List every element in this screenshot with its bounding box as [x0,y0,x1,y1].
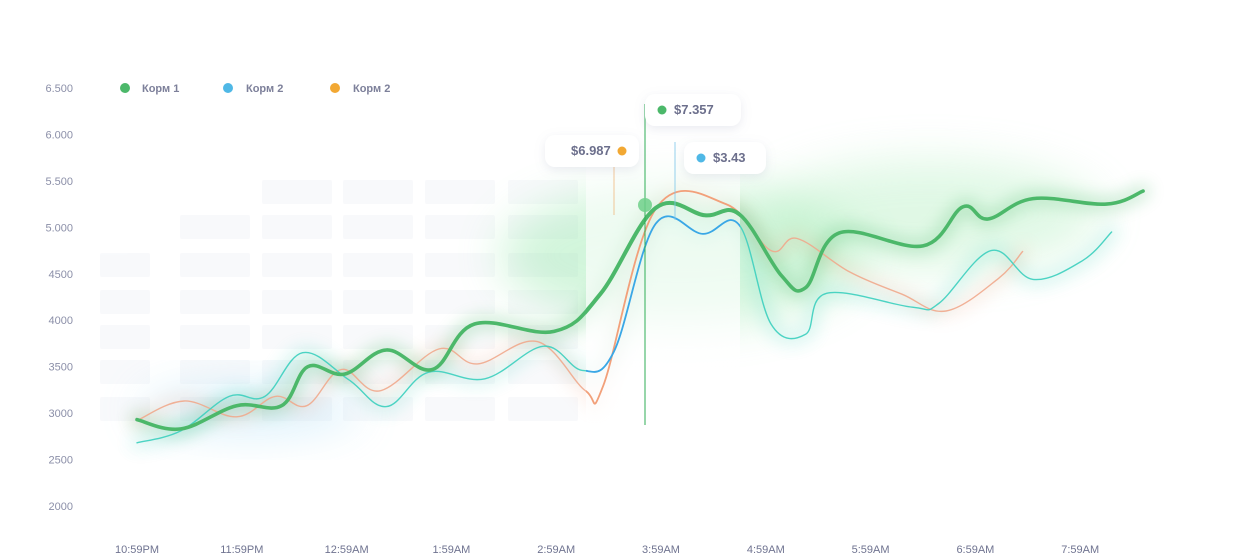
background-block [180,253,250,277]
legend-item-2[interactable]: Корм 2 [223,83,283,95]
y-axis: 6.500 6.000 5.500 5.000 4500 4000 3500 3000 2500… [45,83,73,513]
background-block [343,325,413,349]
x-tick-label: 3:59AM [642,544,680,556]
legend-item-1[interactable]: Корм 1 [120,83,179,95]
background-block [262,215,332,239]
background-block [343,290,413,314]
background-block [180,215,250,239]
y-tick-label: 4500 [49,269,73,281]
legend-label-3: Корм 2 [353,83,390,95]
tooltip-blue [684,142,766,174]
background-block [180,325,250,349]
legend-label-2: Корм 2 [246,83,283,95]
legend-label-1: Корм 1 [142,83,179,95]
background-block [180,290,250,314]
hover-series-line-2 [586,215,740,373]
background-block [100,253,150,277]
background-block [425,253,495,277]
x-tick-label: 6:59AM [956,544,994,556]
background-block [262,180,332,204]
glow-blob [760,160,1100,270]
tooltip-orange [545,135,639,167]
tooltip-orange-dot [617,146,627,156]
tooltip-green [645,94,741,126]
y-tick-label: 6.500 [45,83,73,95]
y-tick-label: 4000 [49,315,73,327]
tooltip-orange-value: $6.987 [571,143,611,158]
background-block [425,290,495,314]
background-block [100,290,150,314]
background-block [425,215,495,239]
background-block [100,360,150,384]
y-tick-label: 2500 [49,455,73,467]
tooltip-blue-dot [696,153,706,163]
legend-dot-2 [223,83,233,93]
hover-series-line-3 [586,190,740,405]
x-tick-label: 1:59AM [432,544,470,556]
x-tick-label: 2:59AM [537,544,575,556]
tooltip-green-dot [657,105,667,115]
tooltips: $7.357 $6.987 $3.43 [545,94,766,174]
background-block [262,253,332,277]
legend-dot-1 [120,83,130,93]
background-block [343,253,413,277]
y-tick-label: 6.000 [45,129,73,141]
background-block [343,180,413,204]
background-block [508,180,578,204]
x-tick-label: 7:59AM [1061,544,1099,556]
legend-item-3[interactable]: Корм 2 [330,83,390,95]
hover-point[interactable] [638,198,652,212]
y-tick-label: 5.500 [45,176,73,188]
x-tick-label: 12:59AM [325,544,369,556]
y-tick-label: 3500 [49,362,73,374]
x-tick-label: 4:59AM [747,544,785,556]
background-block [343,215,413,239]
background-block [262,325,332,349]
hover-highlight [586,60,740,530]
x-axis: 10:59PM 11:59PM 12:59AM 1:59AM 2:59AM 3:59AM 4… [115,544,1099,556]
background-blocks [100,180,578,421]
tooltip-blue-value: $3.43 [713,150,746,165]
legend: Корм 1 Корм 2 Корм 2 [120,83,390,95]
background-block [262,290,332,314]
background-block [180,360,250,384]
x-tick-label: 5:59AM [852,544,890,556]
y-tick-label: 5.000 [45,222,73,234]
tooltip-green-value: $7.357 [674,102,714,117]
background-block [100,325,150,349]
y-tick-label: 2000 [49,501,73,513]
background-block [425,180,495,204]
x-tick-label: 10:59PM [115,544,159,556]
x-tick-label: 11:59PM [220,544,263,556]
legend-dot-3 [330,83,340,93]
background-block [508,397,578,421]
hover-series-line-1 [586,200,740,315]
background-block [425,397,495,421]
y-tick-label: 3000 [49,408,73,420]
